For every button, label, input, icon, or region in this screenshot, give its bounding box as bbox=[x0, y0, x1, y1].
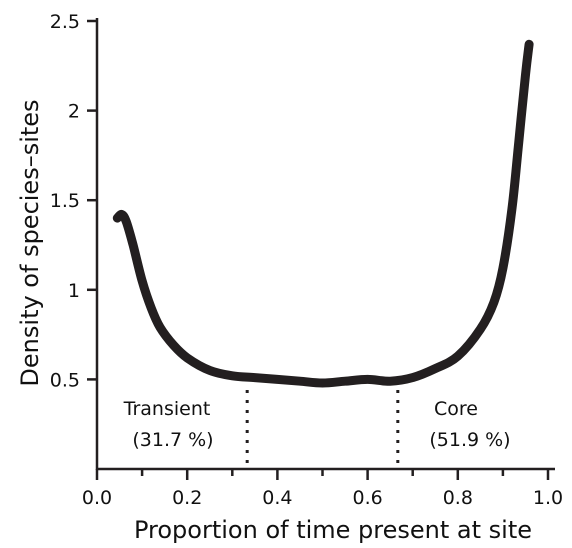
x-axis-title: Proportion of time present at site bbox=[134, 516, 532, 544]
y-tick-label: 2 bbox=[68, 101, 80, 123]
x-tick-label: 0.0 bbox=[82, 487, 112, 509]
x-tick-label: 0.6 bbox=[352, 487, 382, 509]
y-ticks: 0.5 1 1.5 2 2.5 bbox=[50, 11, 97, 391]
core-percent: (51.9 %) bbox=[429, 429, 510, 451]
x-tick-label: 0.2 bbox=[172, 487, 202, 509]
axes bbox=[95, 18, 555, 471]
core-label: Core bbox=[434, 398, 478, 420]
y-tick-label: 2.5 bbox=[50, 11, 80, 33]
threshold-lines bbox=[245, 390, 400, 469]
transient-label: Transient bbox=[123, 398, 211, 420]
y-tick-label: 1 bbox=[68, 280, 80, 302]
x-tick-label: 0.8 bbox=[443, 487, 473, 509]
density-curve bbox=[112, 39, 534, 388]
y-tick-label: 1.5 bbox=[50, 190, 80, 212]
transient-percent: (31.7 %) bbox=[132, 429, 213, 451]
y-axis-title: Density of species–sites bbox=[16, 99, 44, 386]
y-tick-label: 0.5 bbox=[50, 369, 80, 391]
x-tick-label: 1.0 bbox=[533, 487, 563, 509]
x-ticks: 0.0 0.2 0.4 0.6 0.8 1.0 bbox=[82, 469, 563, 509]
x-tick-label: 0.4 bbox=[262, 487, 292, 509]
